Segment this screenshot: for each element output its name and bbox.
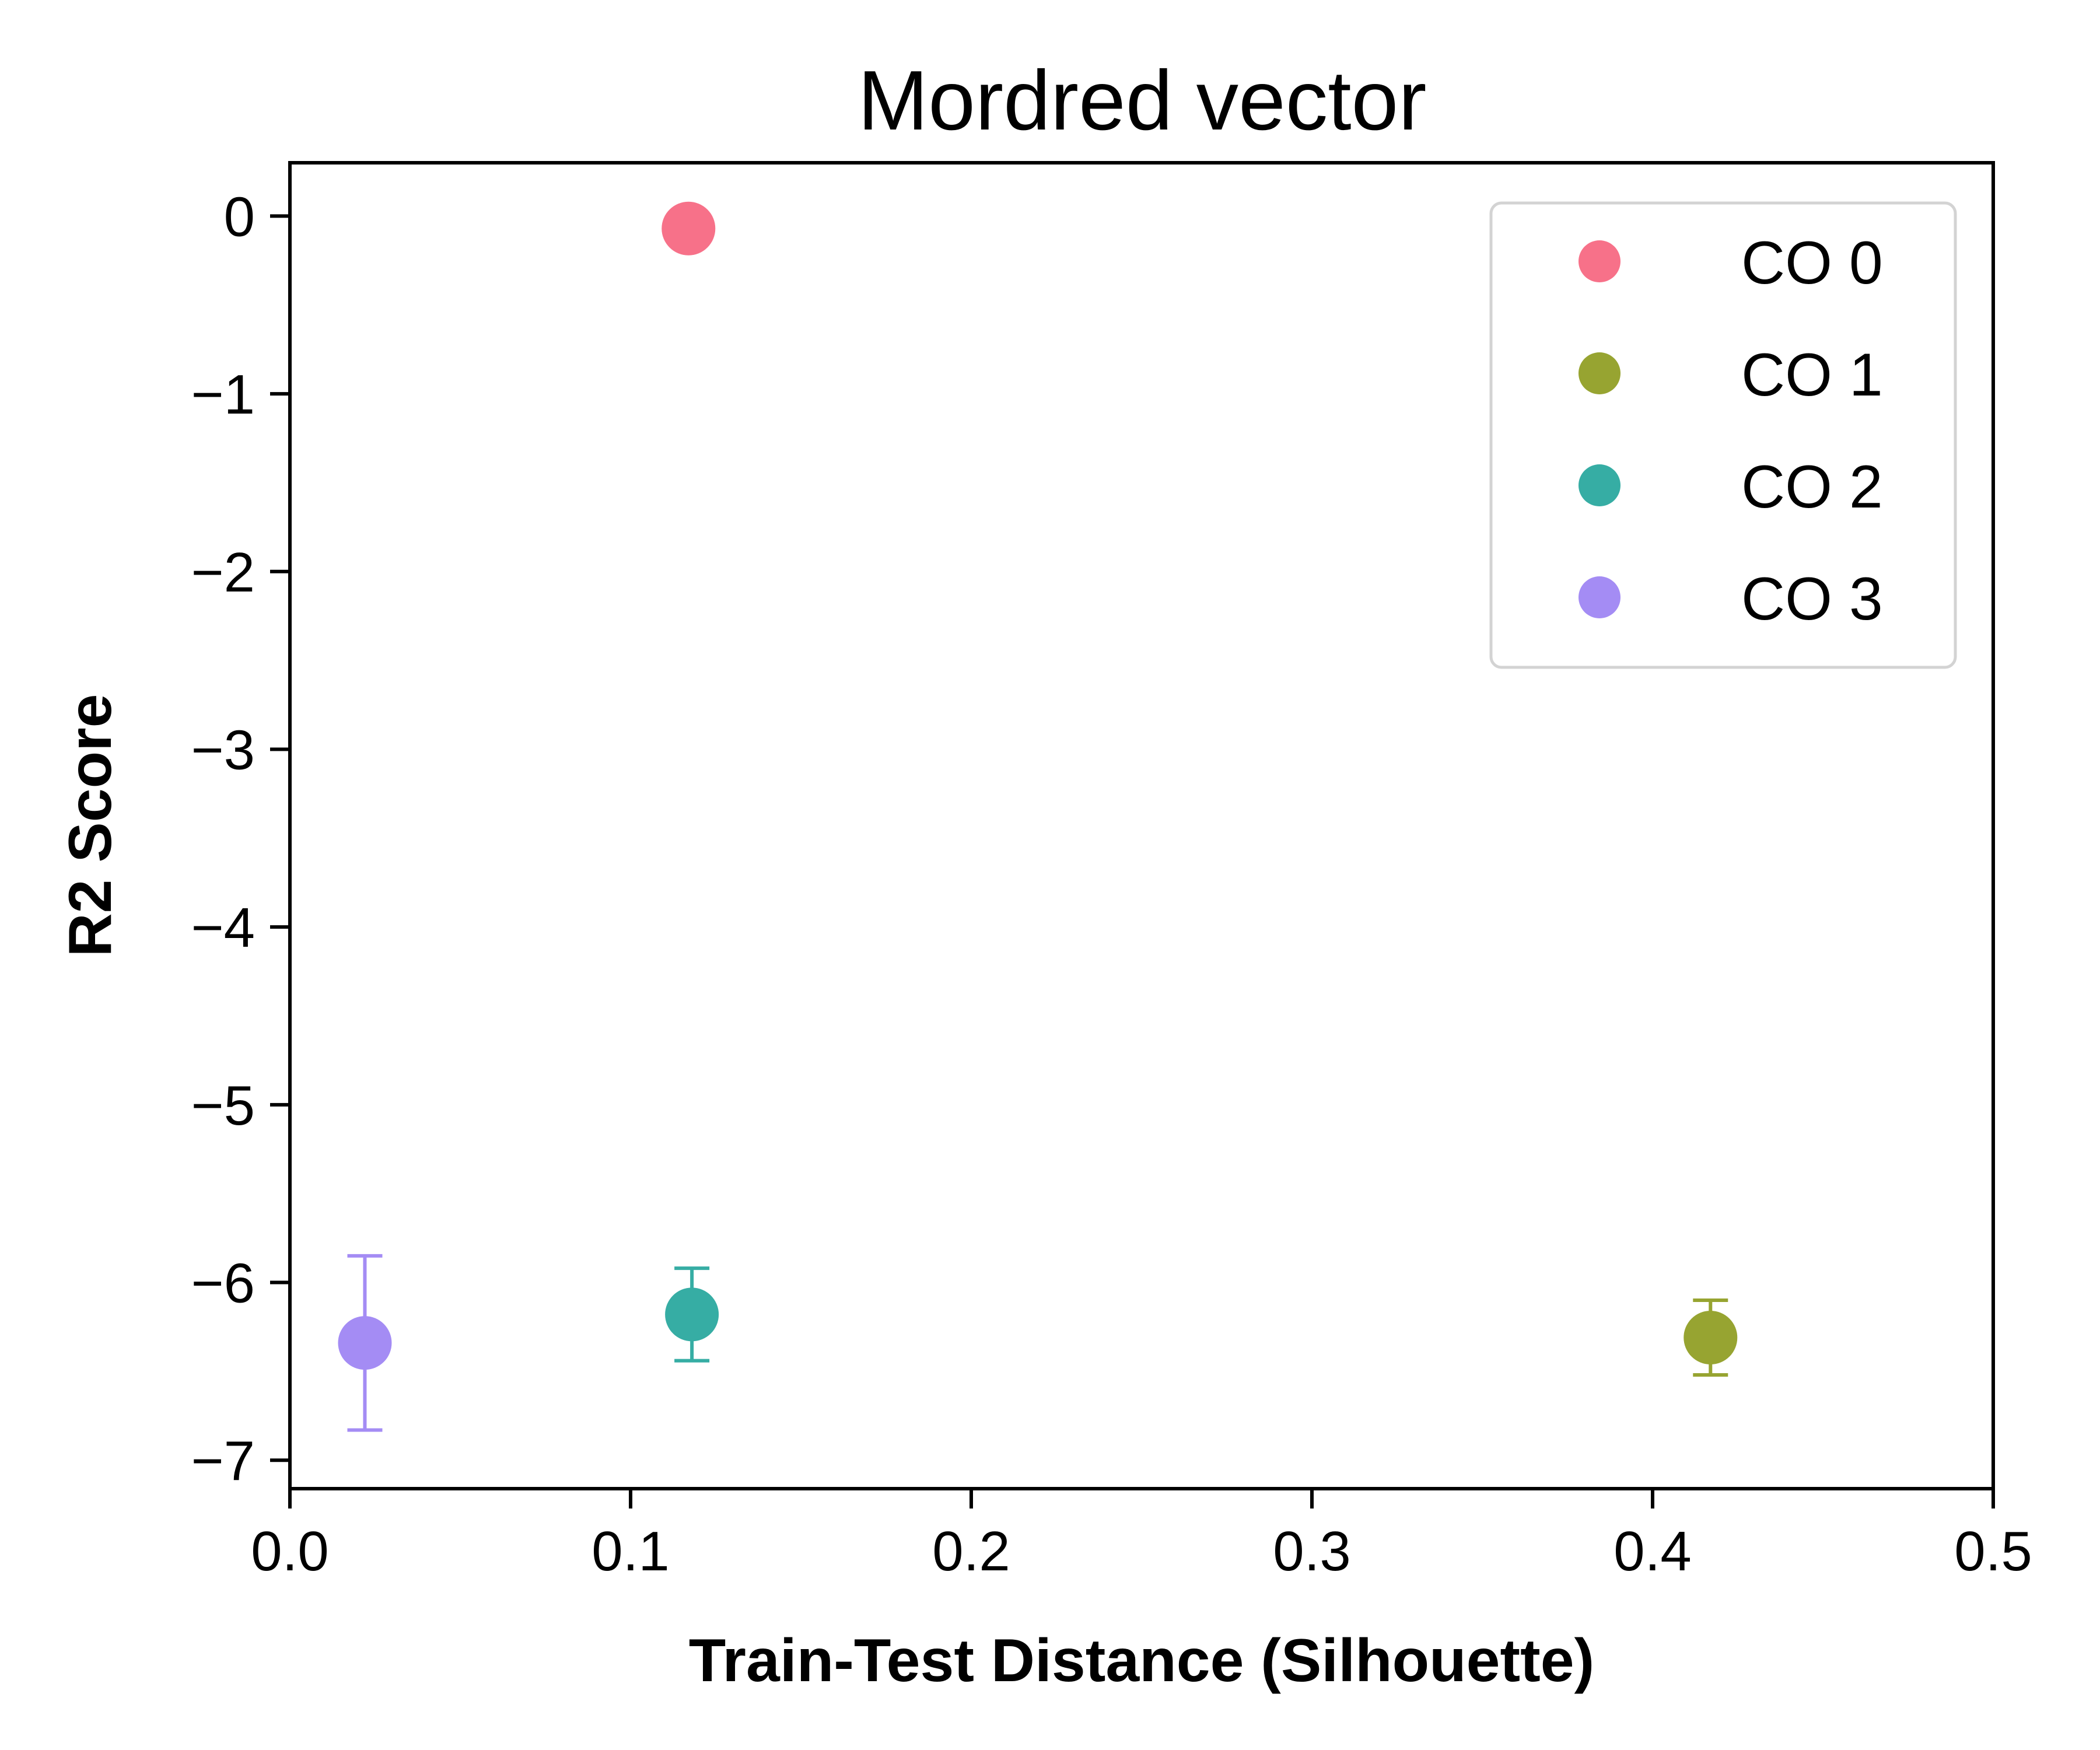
x-axis-label: Train-Test Distance (Silhouette) [689,1627,1595,1695]
data-point-co-3 [338,1316,392,1370]
chart-title: Mordred vector [858,53,1426,148]
x-tick-label: 0.2 [932,1520,1010,1583]
legend-marker [1578,464,1620,506]
y-tick-label: −6 [191,1252,255,1315]
legend-label: CO 0 [1741,229,1883,297]
x-tick-label: 0.3 [1273,1520,1350,1583]
legend-frame [1489,201,1957,669]
y-tick-label: −2 [191,541,255,604]
x-tick-label: 0.5 [1954,1520,2032,1583]
y-tick-label: −4 [191,897,255,959]
legend: CO 0 CO 1 CO 2 CO 3 [1489,201,1957,669]
legend-label: CO 1 [1741,341,1883,409]
y-axis: 0 −1 −2 −3 −4 −5 −6 −7 [191,186,290,1492]
plot-area [338,201,1738,1432]
x-tick-label: 0.1 [592,1520,669,1583]
y-tick-label: −1 [191,363,255,426]
y-axis-label: R2 Score [57,694,124,957]
data-point-co-1 [1684,1311,1738,1365]
y-tick-label: −7 [191,1430,255,1492]
legend-marker [1578,240,1620,282]
x-axis: 0.0 0.1 0.2 0.3 0.4 0.5 [251,1489,2032,1583]
legend-label: CO 2 [1741,453,1883,521]
legend-marker [1578,352,1620,394]
y-tick-label: 0 [224,186,255,248]
legend-marker [1578,576,1620,618]
data-point-co-0 [662,201,716,256]
x-tick-label: 0.0 [251,1520,328,1583]
y-tick-label: −5 [191,1074,255,1137]
plot-frame [288,161,1995,1490]
legend-label: CO 3 [1741,565,1883,633]
y-tick-label: −3 [191,719,255,781]
x-tick-label: 0.4 [1614,1520,1691,1583]
data-point-co-2 [665,1287,719,1342]
